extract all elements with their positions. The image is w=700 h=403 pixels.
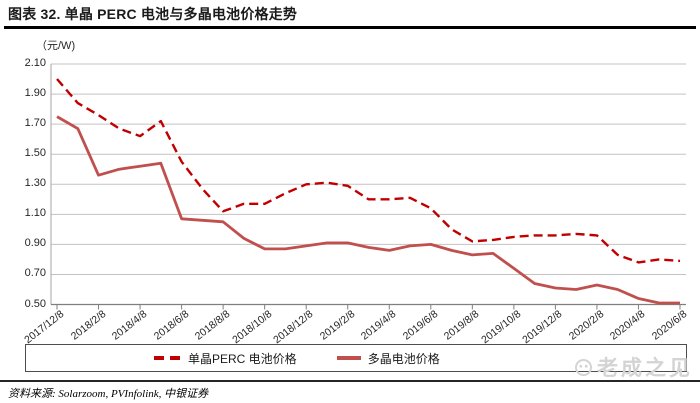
y-axis-tick-label: 1.70 — [24, 117, 46, 130]
series-multi-line — [56, 115, 680, 305]
y-axis-tick-label: 1.30 — [24, 177, 46, 190]
y-axis-tick-label: 0.70 — [24, 267, 46, 280]
watermark: 老成之见 — [574, 352, 693, 382]
y-axis-tick-label: 0.50 — [24, 297, 46, 310]
legend-label-mono-perc: 单晶PERC 电池价格 — [188, 351, 297, 366]
series-mono-perc-line — [56, 78, 681, 264]
title-underline — [4, 26, 696, 29]
solid-line-swatch-icon — [336, 356, 361, 360]
y-axis-tick-label: 0.90 — [24, 237, 46, 250]
watermark-logo-icon — [575, 358, 592, 376]
chart-legend: 单晶PERC 电池价格 多晶电池价格 — [25, 344, 687, 372]
y-axis-tick-label: 1.10 — [24, 207, 46, 220]
dashed-line-swatch-icon — [154, 356, 181, 360]
y-axis-tick-label: 1.50 — [24, 147, 46, 160]
legend-item-mono-perc: 单晶PERC 电池价格 — [154, 350, 297, 367]
legend-label-multi: 多晶电池价格 — [367, 351, 440, 366]
legend-item-multi: 多晶电池价格 — [336, 350, 440, 367]
watermark-text: 老成之见 — [597, 357, 693, 380]
y-axis-unit-label: （元/W) — [36, 40, 76, 52]
data-source-note: 资料来源: Solarzoom, PVInfolink, 中银证券 — [8, 388, 209, 400]
y-axis-tick-label: 2.10 — [24, 57, 46, 69]
footer-rule — [0, 380, 700, 382]
figure-title: 图表 32. 单晶 PERC 电池与多晶电池价格走势 — [8, 6, 298, 22]
y-axis-tick-label: 1.90 — [24, 87, 46, 100]
